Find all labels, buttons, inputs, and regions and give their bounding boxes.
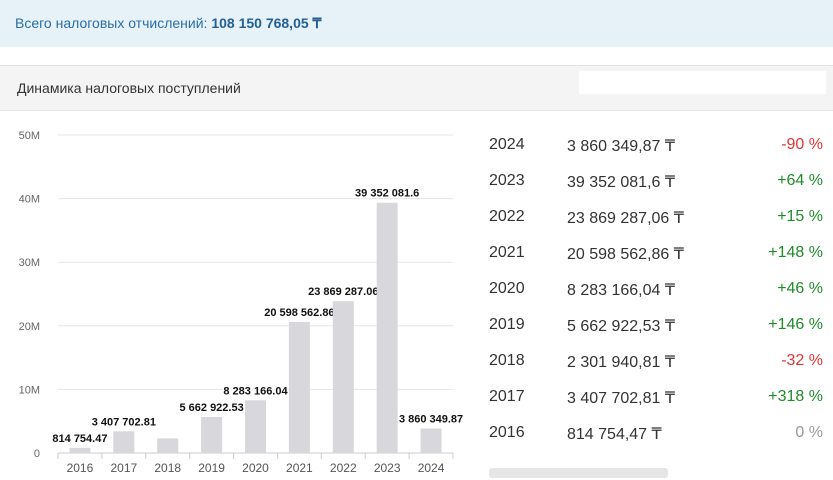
bar: [113, 431, 135, 453]
bar-chart-svg: 0 10M 20M 30M 40M 50M 2016 814 754.47 2017 3 407 …: [19, 130, 465, 475]
header-input[interactable]: [579, 71, 826, 94]
data-label: 3 407 702.81: [92, 416, 156, 428]
table-row: 2017 3 407 702,81 ₸ +318 %: [489, 379, 829, 415]
row-change: -32 %: [781, 352, 823, 369]
row-change: +146 %: [768, 316, 823, 333]
table-row: 2018 2 301 940,81 ₸ -32 %: [489, 343, 829, 379]
table-row: 2021 20 598 562,86 ₸ +148 %: [489, 235, 829, 271]
row-amount: 23 869 287,06 ₸: [567, 210, 684, 227]
y-tick-label: 50M: [19, 130, 40, 142]
y-tick-label: 0: [34, 448, 40, 460]
table-row: 2020 8 283 166,04 ₸ +46 %: [489, 271, 829, 307]
row-change: +64 %: [777, 172, 823, 189]
x-tick-label: 2022: [330, 461, 357, 475]
show-more-button[interactable]: [489, 468, 668, 478]
row-change: +148 %: [768, 244, 823, 261]
row-amount: 20 598 562,86 ₸: [567, 246, 684, 263]
section-title: Динамика налоговых поступлений: [17, 80, 241, 96]
row-year: 2016: [489, 424, 525, 441]
row-year: 2022: [489, 208, 525, 225]
row-year: 2020: [489, 280, 525, 297]
y-tick-label: 10M: [19, 384, 40, 396]
total-tax-label: Всего налоговых отчислений:: [15, 15, 208, 31]
tax-dynamics-header: Динамика налоговых поступлений: [0, 65, 833, 111]
bar: [245, 400, 266, 453]
data-label: 23 869 287.06: [308, 286, 378, 298]
x-tick-label: 2023: [374, 461, 401, 475]
row-year: 2024: [489, 136, 525, 153]
tax-by-year-table: 2024 3 860 349,87 ₸ -90 % 2023 39 352 081,6 …: [489, 127, 829, 451]
total-tax-text: Всего налоговых отчислений: 108 150 768,…: [15, 15, 321, 32]
row-change: +318 %: [768, 388, 823, 405]
table-row: 2024 3 860 349,87 ₸ -90 %: [489, 127, 829, 163]
row-year: 2023: [489, 172, 525, 189]
x-tick-label: 2024: [418, 461, 445, 475]
bar: [201, 416, 223, 453]
bar: [69, 447, 91, 453]
data-label: 3 860 349.87: [399, 413, 463, 425]
x-tick-label: 2020: [242, 461, 269, 475]
bar: [420, 428, 442, 453]
row-amount: 39 352 081,6 ₸: [567, 174, 676, 191]
bar: [288, 321, 310, 453]
row-amount: 5 662 922,53 ₸: [567, 318, 676, 335]
tax-dynamics-chart: 0 10M 20M 30M 40M 50M 2016 814 754.47 2017 3 407 …: [0, 118, 470, 475]
table-row: 2023 39 352 081,6 ₸ +64 %: [489, 163, 829, 199]
table-row: 2019 5 662 922,53 ₸ +146 %: [489, 307, 829, 343]
row-change: +46 %: [777, 280, 823, 297]
row-change: -90 %: [781, 136, 823, 153]
row-change: 0 %: [795, 424, 823, 441]
row-amount: 8 283 166,04 ₸: [567, 282, 676, 299]
bar: [157, 438, 179, 453]
data-label: 814 754.47: [52, 433, 107, 445]
bar: [376, 202, 398, 453]
x-tick-label: 2016: [67, 461, 94, 475]
row-year: 2017: [489, 388, 525, 405]
bar: [332, 301, 354, 453]
data-label: 5 662 922.53: [179, 402, 243, 414]
x-tick-label: 2017: [110, 461, 137, 475]
row-amount: 3 860 349,87 ₸: [567, 138, 676, 155]
row-year: 2021: [489, 244, 525, 261]
data-label: 39 352 081.6: [355, 188, 419, 200]
row-change: +15 %: [777, 208, 823, 225]
row-year: 2018: [489, 352, 525, 369]
row-year: 2019: [489, 316, 525, 333]
row-amount: 3 407 702,81 ₸: [567, 390, 676, 407]
y-tick-label: 20M: [19, 321, 40, 333]
y-tick-label: 40M: [19, 194, 40, 206]
total-tax-banner: Всего налоговых отчислений: 108 150 768,…: [0, 0, 833, 47]
row-amount: 814 754,47 ₸: [567, 426, 662, 443]
x-tick-label: 2021: [286, 461, 313, 475]
total-tax-value: 108 150 768,05 ₸: [211, 15, 322, 31]
data-label: 20 598 562.86: [264, 307, 334, 319]
table-row: 2022 23 869 287,06 ₸ +15 %: [489, 199, 829, 235]
row-amount: 2 301 940,81 ₸: [567, 354, 676, 371]
y-tick-label: 30M: [19, 257, 40, 269]
data-label: 8 283 166.04: [223, 385, 288, 397]
table-row: 2016 814 754,47 ₸ 0 %: [489, 415, 829, 451]
x-tick-label: 2019: [198, 461, 225, 475]
x-tick-label: 2018: [154, 461, 181, 475]
